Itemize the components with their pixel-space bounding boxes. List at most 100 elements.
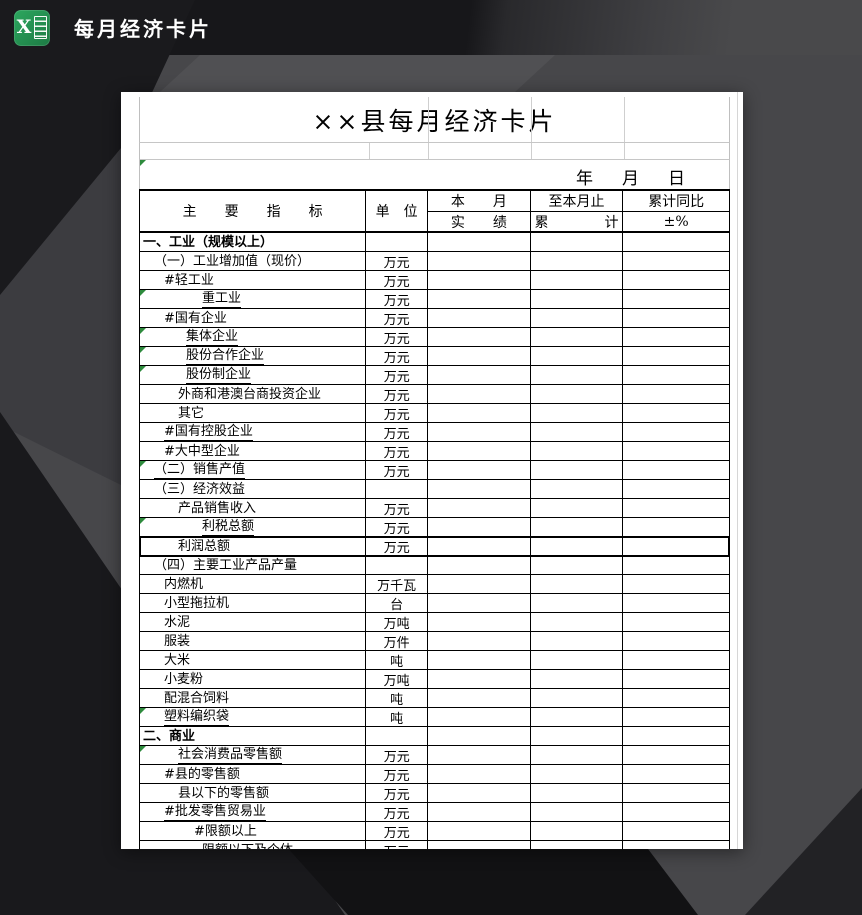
- yoy-cell[interactable]: [622, 309, 729, 327]
- current-month-cell[interactable]: [427, 670, 530, 688]
- column-header-cumulative[interactable]: 至本月止 累 计: [529, 191, 623, 231]
- current-month-cell[interactable]: [427, 841, 530, 849]
- cumulative-cell[interactable]: [529, 271, 623, 289]
- yoy-cell[interactable]: [622, 784, 729, 802]
- indicator-cell[interactable]: 服装: [140, 632, 365, 650]
- yoy-cell[interactable]: [622, 651, 729, 669]
- cumulative-cell[interactable]: [529, 518, 623, 536]
- indicator-cell[interactable]: 一、工业（规模以上）: [140, 233, 365, 251]
- cumulative-cell[interactable]: [529, 537, 623, 555]
- cumulative-cell[interactable]: [529, 651, 623, 669]
- indicator-cell[interactable]: 水泥: [140, 613, 365, 631]
- current-month-cell[interactable]: [427, 765, 530, 783]
- unit-cell[interactable]: 万元: [365, 442, 427, 460]
- unit-cell[interactable]: 吨: [365, 689, 427, 707]
- unit-cell[interactable]: 万元: [365, 746, 427, 764]
- current-month-cell[interactable]: [427, 480, 530, 498]
- current-month-cell[interactable]: [427, 613, 530, 631]
- yoy-cell[interactable]: [622, 404, 729, 422]
- current-month-cell[interactable]: [427, 499, 530, 517]
- current-month-cell[interactable]: [427, 366, 530, 384]
- indicator-cell[interactable]: 重工业: [140, 290, 365, 308]
- unit-cell[interactable]: 万元: [365, 328, 427, 346]
- yoy-cell[interactable]: [622, 499, 729, 517]
- unit-cell[interactable]: 吨: [365, 651, 427, 669]
- current-month-cell[interactable]: [427, 727, 530, 745]
- cumulative-cell[interactable]: [529, 594, 623, 612]
- unit-cell[interactable]: 万元: [365, 271, 427, 289]
- unit-cell[interactable]: 万千瓦: [365, 575, 427, 593]
- yoy-cell[interactable]: [622, 423, 729, 441]
- yoy-cell[interactable]: [622, 290, 729, 308]
- column-header-current-month[interactable]: 本 月 实 绩: [427, 191, 530, 231]
- indicator-cell[interactable]: #大中型企业: [140, 442, 365, 460]
- indicator-cell[interactable]: 其它: [140, 404, 365, 422]
- current-month-cell[interactable]: [427, 651, 530, 669]
- current-month-cell[interactable]: [427, 803, 530, 821]
- column-header-indicator[interactable]: 主 要 指 标: [182, 204, 323, 220]
- indicator-cell[interactable]: 限额以下及个体: [140, 841, 365, 850]
- indicator-cell[interactable]: #轻工业: [140, 271, 365, 289]
- current-month-cell[interactable]: [427, 822, 530, 840]
- cumulative-cell[interactable]: [529, 328, 623, 346]
- yoy-cell[interactable]: [622, 328, 729, 346]
- unit-cell[interactable]: 万元: [365, 803, 427, 821]
- indicator-cell[interactable]: 股份制企业: [140, 366, 365, 384]
- cumulative-cell[interactable]: [529, 784, 623, 802]
- indicator-cell[interactable]: #国有企业: [140, 309, 365, 327]
- yoy-cell[interactable]: [622, 271, 729, 289]
- unit-cell[interactable]: 吨: [365, 708, 427, 726]
- cumulative-cell[interactable]: [529, 689, 623, 707]
- blank-row[interactable]: [139, 143, 730, 160]
- current-month-cell[interactable]: [427, 594, 530, 612]
- yoy-cell[interactable]: [622, 233, 729, 251]
- yoy-cell[interactable]: [622, 632, 729, 650]
- cumulative-cell[interactable]: [529, 670, 623, 688]
- yoy-cell[interactable]: [622, 518, 729, 536]
- current-month-cell[interactable]: [427, 784, 530, 802]
- indicator-cell[interactable]: #批发零售贸易业: [140, 803, 365, 821]
- indicator-cell[interactable]: （一）工业增加值（现价）: [140, 252, 365, 270]
- date-cell[interactable]: 年 月 日: [139, 160, 730, 189]
- current-month-cell[interactable]: [427, 385, 530, 403]
- cumulative-cell[interactable]: [529, 423, 623, 441]
- indicator-cell[interactable]: 产品销售收入: [140, 499, 365, 517]
- cumulative-cell[interactable]: [529, 347, 623, 365]
- indicator-cell[interactable]: 大米: [140, 651, 365, 669]
- cumulative-cell[interactable]: [529, 613, 623, 631]
- current-month-cell[interactable]: [427, 708, 530, 726]
- cumulative-cell[interactable]: [529, 461, 623, 479]
- yoy-cell[interactable]: [622, 366, 729, 384]
- current-month-cell[interactable]: [427, 271, 530, 289]
- cumulative-cell[interactable]: [529, 385, 623, 403]
- indicator-cell[interactable]: （四）主要工业产品产量: [140, 556, 365, 574]
- cumulative-cell[interactable]: [529, 556, 623, 574]
- unit-cell[interactable]: 万元: [365, 499, 427, 517]
- indicator-cell[interactable]: 外商和港澳台商投资企业: [140, 385, 365, 403]
- indicator-cell[interactable]: 社会消费品零售额: [140, 746, 365, 764]
- unit-cell[interactable]: 万元: [365, 347, 427, 365]
- unit-cell[interactable]: 万元: [365, 423, 427, 441]
- current-month-cell[interactable]: [427, 632, 530, 650]
- cumulative-cell[interactable]: [529, 404, 623, 422]
- unit-cell[interactable]: 万元: [365, 841, 427, 849]
- unit-cell[interactable]: 万吨: [365, 670, 427, 688]
- indicator-cell[interactable]: 小型拖拉机: [140, 594, 365, 612]
- cumulative-cell[interactable]: [529, 803, 623, 821]
- current-month-cell[interactable]: [427, 556, 530, 574]
- yoy-cell[interactable]: [622, 556, 729, 574]
- current-month-cell[interactable]: [427, 252, 530, 270]
- unit-cell[interactable]: 万元: [365, 461, 427, 479]
- cumulative-cell[interactable]: [529, 290, 623, 308]
- current-month-cell[interactable]: [427, 290, 530, 308]
- unit-cell[interactable]: [365, 556, 427, 574]
- indicator-cell[interactable]: 二、商业: [140, 727, 365, 745]
- unit-cell[interactable]: 万元: [365, 385, 427, 403]
- yoy-cell[interactable]: [622, 708, 729, 726]
- unit-cell[interactable]: 万元: [365, 765, 427, 783]
- cumulative-cell[interactable]: [529, 841, 623, 849]
- yoy-cell[interactable]: [622, 442, 729, 460]
- unit-cell[interactable]: 万件: [365, 632, 427, 650]
- yoy-cell[interactable]: [622, 746, 729, 764]
- cumulative-cell[interactable]: [529, 233, 623, 251]
